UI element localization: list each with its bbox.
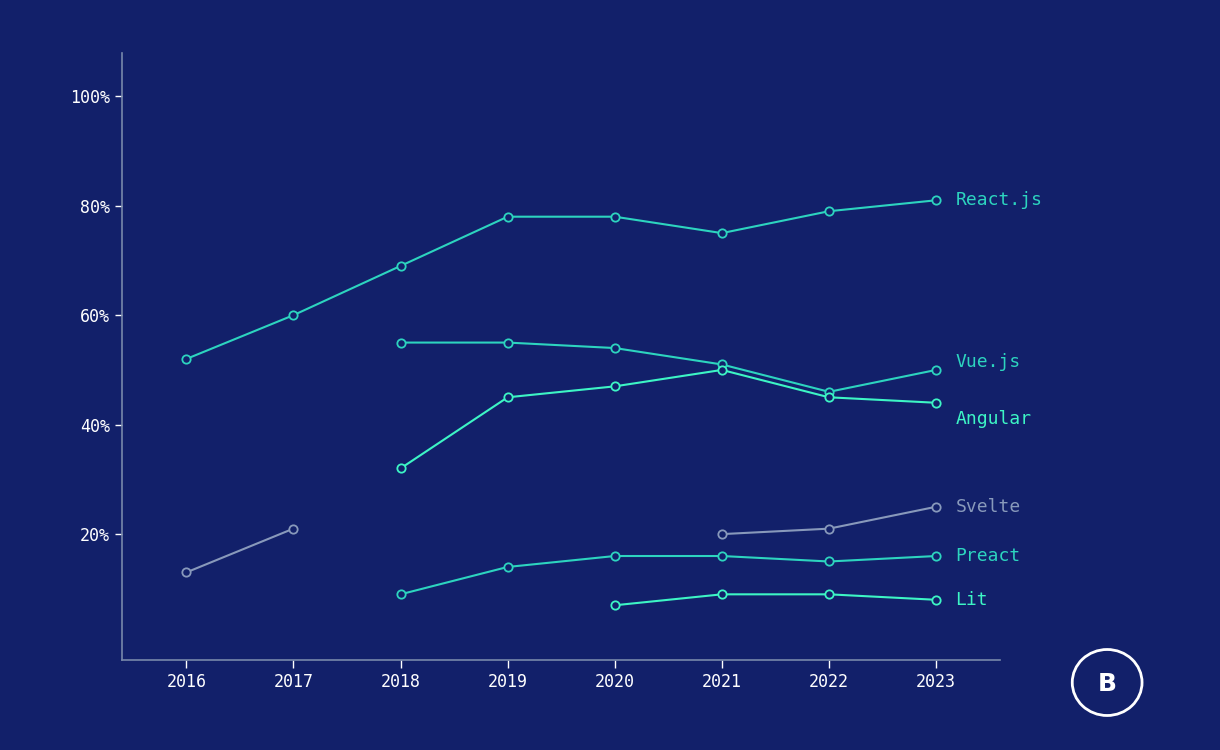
Text: Lit: Lit [955, 591, 988, 609]
Text: Preact: Preact [955, 547, 1021, 565]
Text: React.js: React.js [955, 191, 1042, 209]
Text: Vue.js: Vue.js [955, 352, 1021, 370]
Text: Svelte: Svelte [955, 498, 1021, 516]
Text: B: B [1098, 672, 1116, 696]
Text: Angular: Angular [955, 410, 1032, 428]
